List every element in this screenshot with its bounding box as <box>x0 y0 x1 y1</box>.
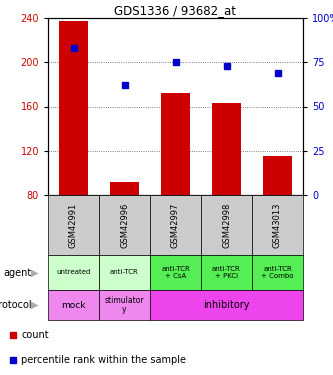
Text: agent: agent <box>4 267 32 278</box>
Text: anti-TCR: anti-TCR <box>110 270 139 276</box>
Text: GSM42996: GSM42996 <box>120 202 129 248</box>
Text: anti-TCR
+ CsA: anti-TCR + CsA <box>161 266 190 279</box>
Bar <box>212 103 240 195</box>
Bar <box>99 195 150 255</box>
Bar <box>162 93 189 195</box>
Text: count: count <box>21 330 49 340</box>
Text: anti-TCR
+ PKCi: anti-TCR + PKCi <box>212 266 241 279</box>
Bar <box>99 255 150 290</box>
Text: percentile rank within the sample: percentile rank within the sample <box>21 355 186 364</box>
Text: GSM43013: GSM43013 <box>273 202 282 248</box>
Text: inhibitory: inhibitory <box>203 300 250 310</box>
Bar <box>252 195 303 255</box>
Bar <box>252 255 303 290</box>
Bar <box>99 290 150 320</box>
Bar <box>201 195 252 255</box>
Text: GSM42991: GSM42991 <box>69 202 78 248</box>
Bar <box>263 156 291 195</box>
Bar <box>48 195 99 255</box>
Text: untreated: untreated <box>56 270 91 276</box>
Text: ▶: ▶ <box>31 267 39 278</box>
Text: mock: mock <box>61 300 86 309</box>
Bar <box>60 21 88 195</box>
Bar <box>150 290 303 320</box>
Bar <box>111 182 139 195</box>
Bar <box>201 255 252 290</box>
Bar <box>150 195 201 255</box>
Text: GSM42998: GSM42998 <box>222 202 231 248</box>
Bar <box>150 255 201 290</box>
Bar <box>48 290 99 320</box>
Text: protocol: protocol <box>0 300 32 310</box>
Text: stimulator
y: stimulator y <box>105 296 144 314</box>
Title: GDS1336 / 93682_at: GDS1336 / 93682_at <box>115 4 236 17</box>
Text: GSM42997: GSM42997 <box>171 202 180 248</box>
Text: anti-TCR
+ Combo: anti-TCR + Combo <box>261 266 294 279</box>
Text: ▶: ▶ <box>31 300 39 310</box>
Bar <box>48 255 99 290</box>
